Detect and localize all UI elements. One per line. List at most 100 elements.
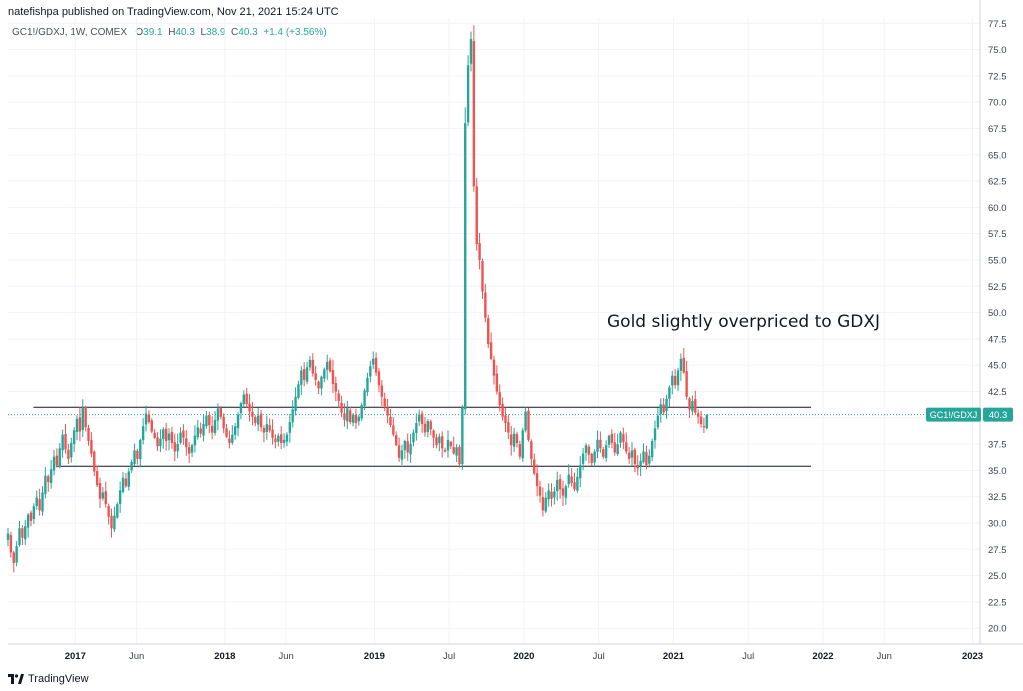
candle-body [87, 427, 90, 441]
candle-body [449, 441, 453, 447]
candle-body [616, 444, 619, 455]
candle-body [254, 417, 257, 424]
last-price-tag: GC1!/GDXJ 40.3 [926, 407, 1013, 422]
footer: TradingView [8, 673, 89, 685]
time-tick-label: Jul [443, 651, 455, 662]
candle-body [118, 490, 122, 504]
candle-body [650, 440, 654, 458]
candle-body [159, 438, 162, 447]
candle-body [602, 449, 605, 457]
price-axis[interactable]: 20.022.525.027.530.032.535.037.540.042.5… [979, 0, 1007, 644]
time-tick-label: 2018 [214, 651, 235, 662]
candle-body [665, 398, 668, 412]
candle-body [242, 394, 246, 404]
price-tick-label: 37.5 [988, 440, 1007, 451]
candle-body [472, 41, 476, 187]
candle-body [101, 492, 105, 499]
time-axis[interactable]: 2017 Jun 2018 Jun 2019 Jul 2020 Jul 2021 Jul 2022 J… [8, 643, 1023, 662]
chart-grid [8, 18, 980, 644]
candle-body [288, 422, 292, 433]
candle-body [702, 426, 706, 428]
candle-body [308, 359, 312, 368]
price-tick-label: 65.0 [988, 150, 1007, 161]
candle-body [636, 465, 639, 469]
published-by-text: natefishpa published on TradingView.com,… [8, 6, 339, 18]
candle-body [47, 476, 50, 482]
candle-body [67, 449, 70, 459]
candle-body [21, 528, 24, 538]
candle-body [300, 370, 303, 385]
legend-low-value: 38.9 [206, 27, 226, 38]
candle-body [360, 405, 363, 419]
candle-body [139, 439, 142, 460]
candle-body [271, 429, 274, 438]
footer-brand: TradingView [28, 673, 89, 685]
candle-body [691, 400, 694, 412]
candle-body [573, 482, 576, 490]
candle-body [533, 459, 536, 474]
candle-body [682, 357, 685, 373]
time-tick-label: 2020 [513, 651, 534, 662]
candle-body [544, 497, 547, 512]
candle-body [348, 410, 352, 423]
candle-body [656, 415, 660, 428]
candlesticks [6, 25, 708, 573]
price-tick-label: 62.5 [988, 177, 1007, 188]
candle-body [343, 413, 346, 420]
candle-body [524, 411, 527, 431]
candle-body [222, 416, 225, 429]
candle-body [182, 430, 185, 438]
candle-body [429, 421, 432, 430]
candle-body [64, 434, 67, 450]
candle-body [610, 433, 614, 444]
candle-body [443, 450, 447, 452]
candle-body [153, 432, 156, 438]
price-tag-symbol-bg [926, 407, 981, 422]
candle-body [590, 453, 593, 464]
candle-body [386, 407, 389, 416]
legend-low-label: L [200, 27, 207, 38]
candle-body [90, 440, 93, 454]
candle-body [653, 428, 657, 441]
candle-body [331, 370, 335, 385]
candle-body [12, 552, 15, 563]
candle-body [619, 432, 622, 443]
legend-close-label: C [231, 27, 239, 38]
candle-body [705, 414, 708, 429]
candle-body [599, 439, 602, 449]
candle-body [415, 423, 418, 434]
candle-body [317, 381, 320, 389]
candle-body [492, 359, 496, 376]
candle-body [556, 479, 559, 492]
candle-body [26, 514, 30, 528]
candle-body [297, 384, 300, 398]
candle-body [41, 492, 44, 512]
candle-body [294, 396, 297, 412]
candle-body [72, 430, 76, 445]
candle-body [489, 342, 493, 359]
candle-body [446, 439, 450, 451]
price-tick-label: 52.5 [988, 282, 1007, 293]
candle-body [78, 417, 82, 432]
horizontal-lines [8, 406, 980, 467]
time-tick-label: 2019 [364, 651, 385, 662]
candle-body [469, 39, 473, 64]
candle-body [351, 414, 355, 423]
candle-body [233, 426, 237, 436]
candle-body [558, 478, 562, 490]
candle-body [113, 515, 116, 530]
candle-body [464, 123, 467, 410]
time-tick-label: Jun [877, 651, 892, 662]
candle-body [372, 358, 375, 365]
candle-body [110, 515, 113, 529]
candle-body [668, 387, 671, 399]
legend-change: +1.4 (+3.56%) [263, 27, 327, 38]
candle-body [196, 427, 199, 438]
candle-body [452, 447, 455, 454]
candle-body [150, 420, 153, 432]
price-tick-label: 47.5 [988, 334, 1007, 345]
candle-body [176, 444, 179, 452]
candle-body [302, 369, 306, 380]
chart-annotation: Gold slightly overpriced to GDXJ [607, 312, 880, 332]
